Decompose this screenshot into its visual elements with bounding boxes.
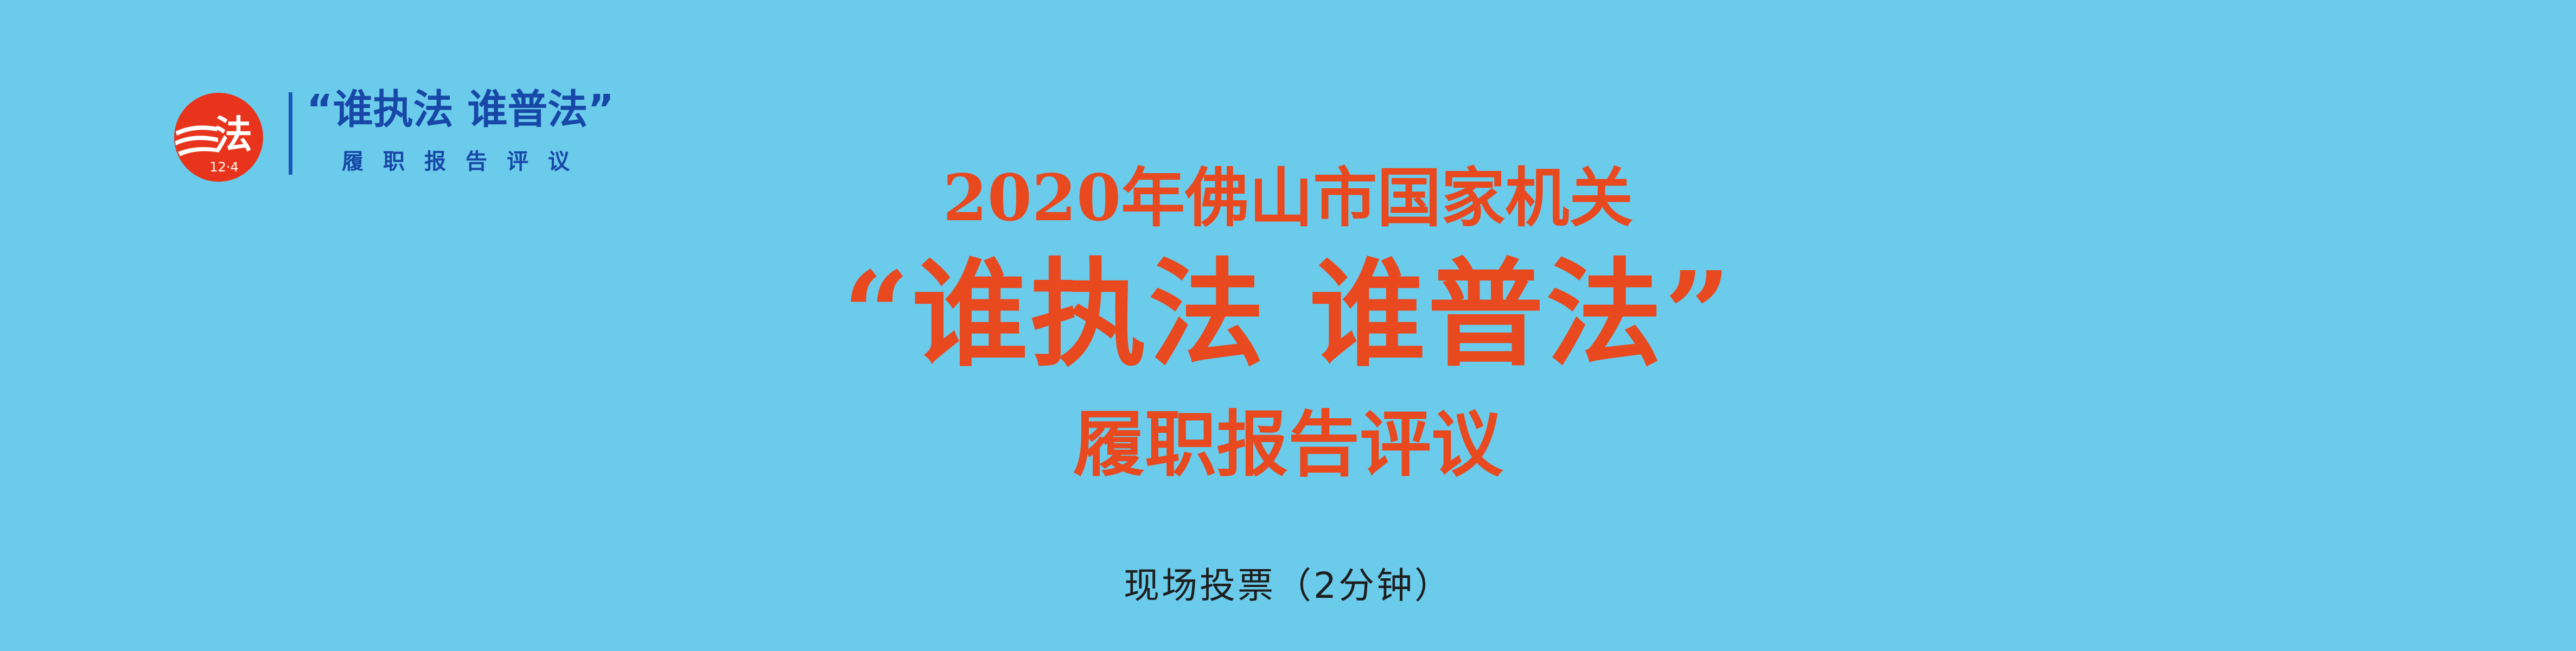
law-day-emblem-icon: 法 12·4 <box>173 91 265 183</box>
emblem-graphic: 法 12·4 <box>174 93 263 182</box>
vote-label: 现场投票（2分钟） <box>1124 565 1452 607</box>
logo-divider <box>289 92 292 175</box>
logo-subtitle: 履职报告评议 <box>342 149 589 174</box>
title-sub-line: 履职报告评议 <box>1073 403 1503 487</box>
logo-slogan: “谁执法 谁普法” <box>307 86 615 133</box>
emblem-character: 法 <box>214 112 252 157</box>
title-year-line: 2020年佛山市国家机关 <box>942 160 1634 235</box>
emblem-date: 12·4 <box>209 159 238 175</box>
title-main-line: “谁执法 谁普法” <box>843 246 1733 382</box>
